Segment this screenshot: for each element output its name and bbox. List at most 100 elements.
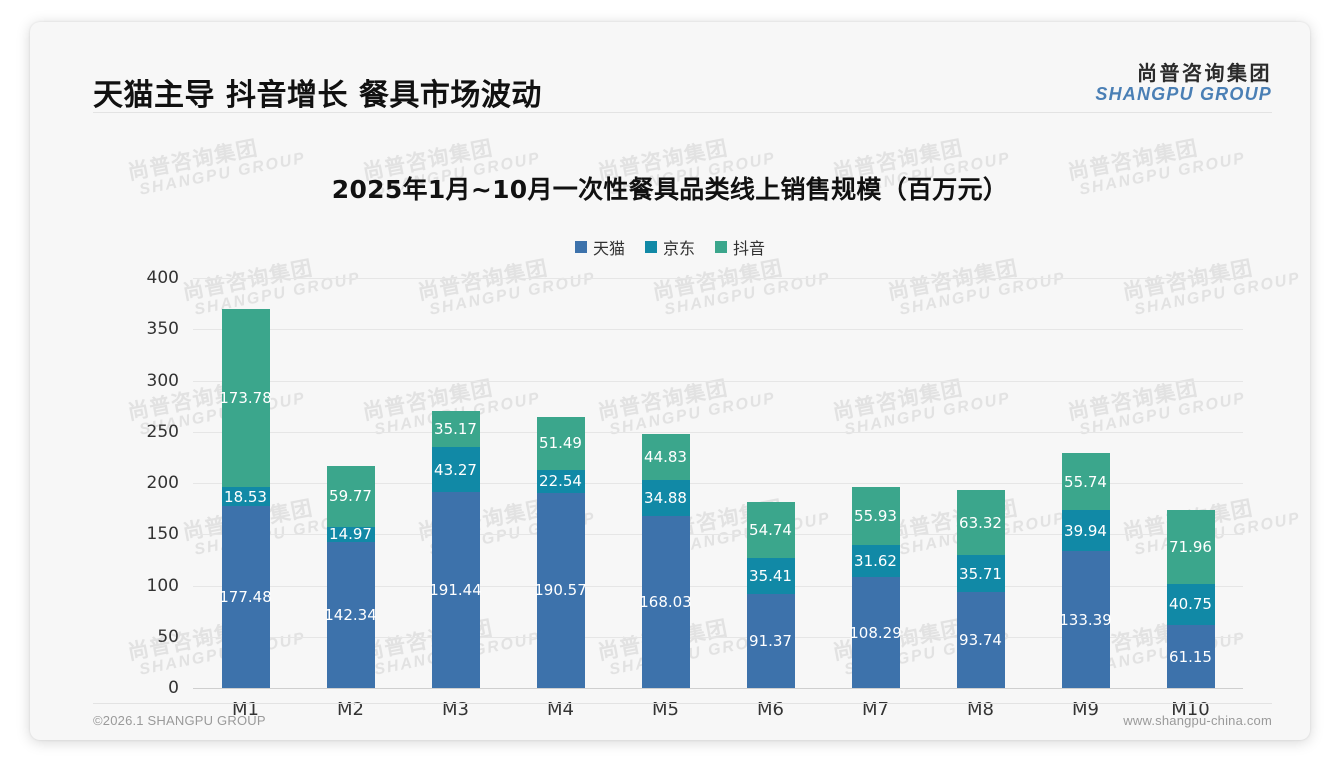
gridline (193, 380, 1243, 382)
bar-value-label: 39.94 (1064, 521, 1107, 540)
x-axis-tick-label: M5 (652, 699, 679, 720)
gridline (193, 329, 1243, 331)
x-axis-tick-label: M3 (442, 699, 469, 720)
bar-segment-天猫[interactable]: 93.74 (956, 591, 1005, 688)
bar-stack-M1[interactable]: 177.48 18.53 173.78 (219, 309, 272, 688)
chart-title: 2025年1月~10月一次性餐具品类线上销售规模（百万元） (331, 175, 1009, 204)
bar-segment-天猫[interactable]: 190.57 (534, 492, 587, 688)
slide-canvas: 尚普咨询集团 SHANGPU GROUP 尚普咨询集团 SHANGPU GROUP 尚普… (30, 22, 1310, 740)
bar-segment-京东[interactable]: 18.53 (221, 487, 270, 507)
bar-segment-抖音[interactable]: 51.49 (536, 416, 585, 470)
gridline (193, 585, 1243, 587)
x-axis-tick-label: M1 (232, 699, 259, 720)
bar-value-label: 177.48 (219, 588, 272, 607)
bar-segment-京东[interactable]: 43.27 (431, 447, 480, 492)
bar-stack-M6[interactable]: 91.37 35.41 54.74 (746, 501, 795, 688)
bar-value-label: 40.75 (1169, 595, 1212, 614)
bar-segment-天猫[interactable]: 133.39 (1059, 551, 1112, 688)
bar-value-label: 190.57 (534, 581, 587, 600)
bar-value-label: 59.77 (329, 487, 372, 506)
bar-value-label: 63.32 (959, 513, 1002, 532)
bar-segment-天猫[interactable]: 108.29 (849, 577, 902, 688)
logo-chinese-text: 尚普咨询集团 (1137, 61, 1272, 85)
bar-segment-京东[interactable]: 39.94 (1061, 510, 1110, 552)
y-axis-tick-label: 200 (146, 473, 179, 493)
bar-value-label: 51.49 (539, 434, 582, 453)
y-axis-tick-label: 250 (146, 421, 179, 442)
page-title: 天猫主导 抖音增长 餐具市场波动 (93, 78, 542, 113)
bar-segment-抖音[interactable]: 55.74 (1061, 453, 1110, 511)
bar-value-label: 173.78 (219, 389, 272, 408)
bar-segment-京东[interactable]: 14.97 (326, 525, 375, 544)
bar-segment-京东[interactable]: 35.71 (956, 555, 1005, 592)
bar-value-label: 34.88 (644, 488, 687, 507)
bar-value-label: 71.96 (1169, 537, 1212, 556)
bar-segment-抖音[interactable]: 63.32 (956, 490, 1005, 556)
chart-legend: 天猫 京东 抖音 (30, 235, 1310, 259)
x-axis-tick-label: M6 (757, 699, 784, 720)
bar-value-label: 14.97 (329, 525, 372, 544)
legend-swatch-icon (574, 241, 587, 253)
x-axis-tick-label: M4 (547, 699, 574, 720)
y-axis-tick-label: 350 (146, 319, 179, 340)
bar-segment-京东[interactable]: 34.88 (641, 480, 690, 516)
bar-value-label: 55.93 (854, 506, 897, 525)
bar-stack-M9[interactable]: 133.39 39.94 55.74 (1059, 453, 1112, 688)
bar-segment-天猫[interactable]: 191.44 (429, 491, 482, 688)
copyright-text: ©2026.1 SHANGPU GROUP (93, 713, 266, 728)
x-axis-tick-label: M2 (337, 699, 364, 720)
bar-value-label: 35.17 (434, 420, 477, 439)
bar-segment-京东[interactable]: 35.41 (746, 558, 795, 595)
y-axis-tick-label: 100 (146, 575, 179, 596)
x-axis-tick-label: M9 (1072, 699, 1099, 720)
bar-stack-M10[interactable]: 61.15 40.75 71.96 (1166, 509, 1215, 688)
gridline (193, 431, 1243, 433)
slide-header: 天猫主导 抖音增长 餐具市场波动 尚普咨询集团 SHANGPU GROUP (30, 22, 1310, 114)
bar-segment-京东[interactable]: 22.54 (536, 469, 585, 493)
bar-value-label: 91.37 (749, 632, 792, 651)
bar-segment-抖音[interactable]: 35.17 (431, 411, 480, 448)
bar-value-label: 44.83 (644, 448, 687, 467)
bar-value-label: 133.39 (1059, 610, 1112, 629)
bar-value-label: 142.34 (324, 606, 377, 625)
bar-value-label: 22.54 (539, 472, 582, 491)
bar-value-label: 35.71 (959, 564, 1002, 583)
bar-stack-M3[interactable]: 191.44 43.27 35.17 (429, 411, 482, 688)
website-url: www.shangpu-china.com (1123, 713, 1272, 728)
gridline (193, 483, 1243, 484)
legend-item-京东[interactable]: 京东 (644, 235, 695, 259)
bar-segment-抖音[interactable]: 173.78 (219, 309, 272, 488)
bar-segment-天猫[interactable]: 168.03 (639, 515, 692, 688)
y-axis-tick-label: 0 (168, 678, 179, 698)
bar-segment-京东[interactable]: 31.62 (851, 544, 900, 578)
y-axis-tick-label: 400 (146, 268, 179, 288)
gridline (193, 636, 1243, 638)
bar-segment-京东[interactable]: 40.75 (1166, 583, 1215, 626)
bar-segment-天猫[interactable]: 142.34 (324, 542, 377, 688)
x-axis-tick-label: M10 (1171, 699, 1210, 720)
y-axis-tick-label: 150 (146, 524, 179, 545)
bar-segment-天猫[interactable]: 91.37 (746, 594, 795, 688)
legend-item-天猫[interactable]: 天猫 (574, 235, 625, 259)
bar-value-label: 168.03 (639, 592, 692, 611)
bar-value-label: 35.41 (749, 567, 792, 586)
bar-segment-抖音[interactable]: 71.96 (1166, 509, 1215, 584)
bar-value-label: 108.29 (849, 623, 902, 642)
bar-segment-天猫[interactable]: 61.15 (1166, 625, 1215, 688)
bar-segment-抖音[interactable]: 59.77 (326, 465, 375, 527)
bar-stack-M7[interactable]: 108.29 31.62 55.93 (849, 487, 902, 688)
bar-segment-抖音[interactable]: 55.93 (851, 487, 900, 545)
bar-stack-M2[interactable]: 142.34 14.97 59.77 (324, 465, 377, 688)
bar-stack-M8[interactable]: 93.74 35.71 63.32 (956, 490, 1005, 688)
y-axis-tick-label: 300 (146, 370, 179, 391)
bar-segment-抖音[interactable]: 54.74 (746, 501, 795, 559)
x-axis-tick-label: M8 (967, 699, 994, 720)
bar-stack-M4[interactable]: 190.57 22.54 51.49 (534, 416, 587, 688)
bar-segment-天猫[interactable]: 177.48 (219, 506, 272, 688)
x-axis-tick-label: M7 (862, 699, 889, 720)
bar-value-label: 55.74 (1064, 472, 1107, 491)
legend-item-抖音[interactable]: 抖音 (715, 235, 765, 259)
bar-value-label: 31.62 (854, 551, 897, 570)
bar-stack-M5[interactable]: 168.03 34.88 44.83 (639, 434, 692, 688)
bar-segment-抖音[interactable]: 44.83 (641, 434, 690, 481)
